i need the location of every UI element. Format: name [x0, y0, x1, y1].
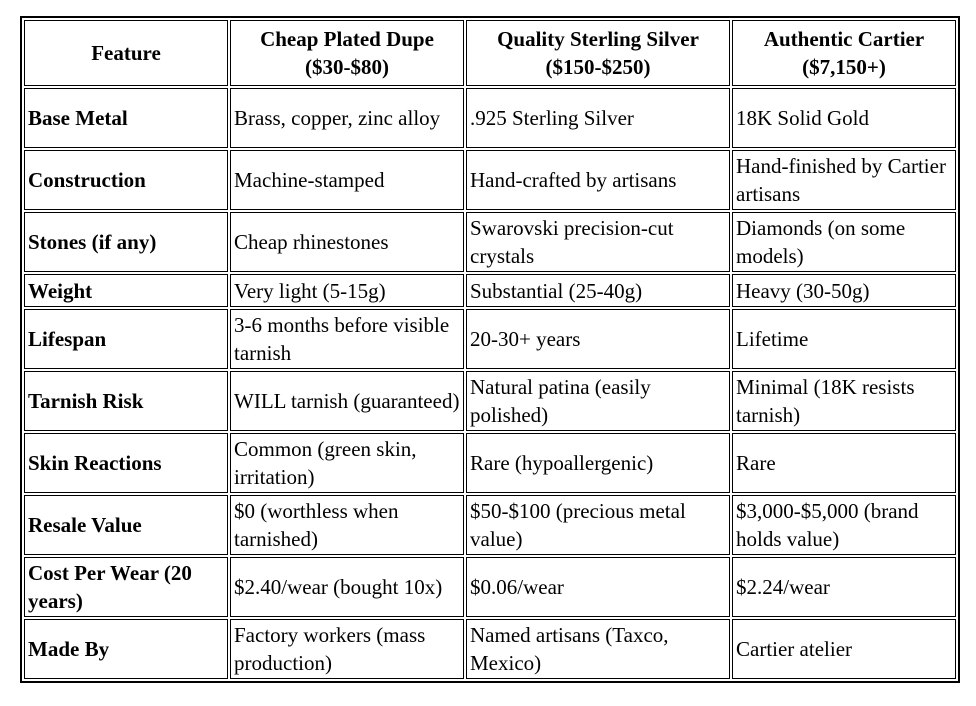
table-body: Feature Cheap Plated Dupe ($30-$80) Qualit…	[24, 20, 956, 679]
header-cell: Feature	[24, 20, 228, 86]
table-cell: WILL tarnish (guaranteed)	[230, 371, 464, 431]
table-cell: Heavy (30-50g)	[732, 274, 956, 307]
row-label: Tarnish Risk	[24, 371, 228, 431]
table-cell: Cartier atelier	[732, 619, 956, 679]
row-label: Base Metal	[24, 88, 228, 148]
row-label: Lifespan	[24, 309, 228, 369]
table-row: Tarnish Risk WILL tarnish (guaranteed) Nat…	[24, 371, 956, 431]
table-row: Made By Factory workers (mass production)…	[24, 619, 956, 679]
row-label: Weight	[24, 274, 228, 307]
table-cell: Rare	[732, 433, 956, 493]
header-cell: Quality Sterling Silver ($150-$250)	[466, 20, 730, 86]
row-label: Resale Value	[24, 495, 228, 555]
table-cell: $0.06/wear	[466, 557, 730, 617]
table-cell: Brass, copper, zinc alloy	[230, 88, 464, 148]
table-cell: Cheap rhinestones	[230, 212, 464, 272]
table-row: Base Metal Brass, copper, zinc alloy .925 …	[24, 88, 956, 148]
table-cell: Lifetime	[732, 309, 956, 369]
table-row: Skin Reactions Common (green skin, irrita…	[24, 433, 956, 493]
table-cell: 3-6 months before visible tarnish	[230, 309, 464, 369]
table-cell: Factory workers (mass production)	[230, 619, 464, 679]
table-row: Resale Value $0 (worthless when tarnished…	[24, 495, 956, 555]
table-cell: 18K Solid Gold	[732, 88, 956, 148]
table-row: Cost Per Wear (20 years) $2.40/wear (boug…	[24, 557, 956, 617]
table-cell: $3,000-$5,000 (brand holds value)	[732, 495, 956, 555]
table-cell: 20-30+ years	[466, 309, 730, 369]
table-cell: Common (green skin, irritation)	[230, 433, 464, 493]
table-cell: Natural patina (easily polished)	[466, 371, 730, 431]
table-row: Construction Machine-stamped Hand-crafted …	[24, 150, 956, 210]
table-row: Stones (if any) Cheap rhinestones Swarovsk…	[24, 212, 956, 272]
table-cell: $2.40/wear (bought 10x)	[230, 557, 464, 617]
row-label: Construction	[24, 150, 228, 210]
row-label: Skin Reactions	[24, 433, 228, 493]
table-cell: Minimal (18K resists tarnish)	[732, 371, 956, 431]
table-cell: .925 Sterling Silver	[466, 88, 730, 148]
row-label: Made By	[24, 619, 228, 679]
table-row: Lifespan 3-6 months before visible tarnis…	[24, 309, 956, 369]
table-cell: Hand-crafted by artisans	[466, 150, 730, 210]
table-cell: $0 (worthless when tarnished)	[230, 495, 464, 555]
table-cell: Hand-finished by Cartier artisans	[732, 150, 956, 210]
header-row: Feature Cheap Plated Dupe ($30-$80) Qualit…	[24, 20, 956, 86]
table-container: Feature Cheap Plated Dupe ($30-$80) Qualit…	[20, 16, 960, 683]
header-cell: Cheap Plated Dupe ($30-$80)	[230, 20, 464, 86]
comparison-table: Feature Cheap Plated Dupe ($30-$80) Qualit…	[20, 16, 960, 683]
table-cell: $2.24/wear	[732, 557, 956, 617]
row-label: Stones (if any)	[24, 212, 228, 272]
header-cell: Authentic Cartier ($7,150+)	[732, 20, 956, 86]
table-cell: Named artisans (Taxco, Mexico)	[466, 619, 730, 679]
table-cell: Very light (5-15g)	[230, 274, 464, 307]
table-cell: Rare (hypoallergenic)	[466, 433, 730, 493]
table-cell: Diamonds (on some models)	[732, 212, 956, 272]
table-cell: Machine-stamped	[230, 150, 464, 210]
table-row: Weight Very light (5-15g) Substantial (25-…	[24, 274, 956, 307]
table-cell: Swarovski precision-cut crystals	[466, 212, 730, 272]
row-label: Cost Per Wear (20 years)	[24, 557, 228, 617]
table-cell: $50-$100 (precious metal value)	[466, 495, 730, 555]
table-cell: Substantial (25-40g)	[466, 274, 730, 307]
